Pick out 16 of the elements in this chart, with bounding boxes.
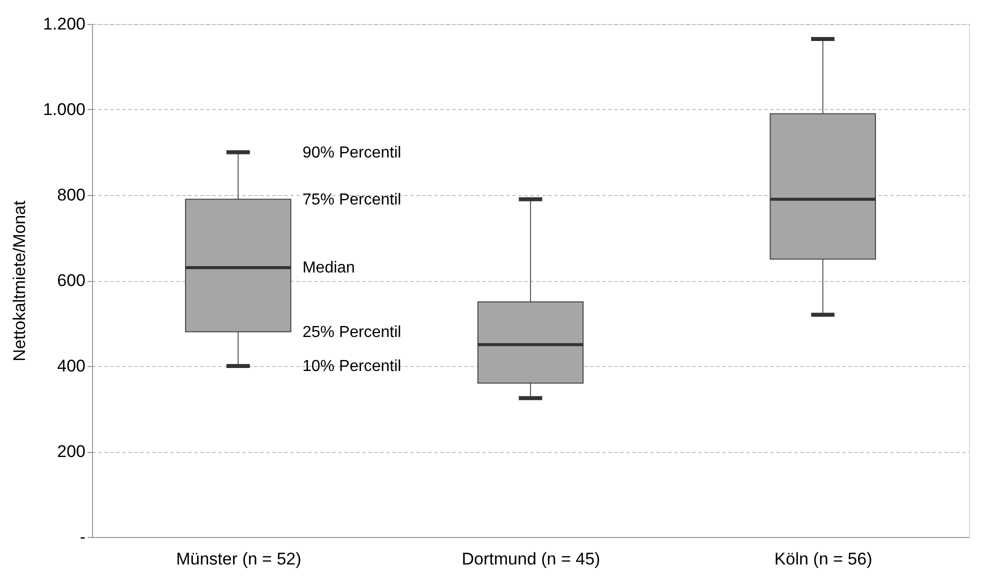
annotation: 10% Percentil	[302, 358, 402, 375]
y-tick-label: 600	[57, 271, 86, 290]
y-tick-label: 1.200	[42, 14, 86, 34]
annotation: 25% Percentil	[302, 324, 402, 341]
y-tick-label: 800	[57, 186, 86, 204]
x-tick-label: Münster (n = 52)	[176, 550, 302, 568]
x-tick-label: Dortmund (n = 45)	[462, 550, 600, 568]
y-tick-label: 200	[57, 442, 86, 461]
x-tick-label: Köln (n = 56)	[774, 550, 872, 568]
y-tick-label: 1.000	[42, 100, 86, 119]
annotation: Median	[302, 260, 355, 277]
y-tick-label: -	[80, 528, 86, 546]
y-tick-label: 400	[57, 356, 86, 376]
y-axis-title: Nettokaltmiete/Monat	[10, 200, 29, 362]
annotation: 90% Percentil	[302, 144, 402, 162]
annotation: 75% Percentil	[302, 191, 402, 208]
